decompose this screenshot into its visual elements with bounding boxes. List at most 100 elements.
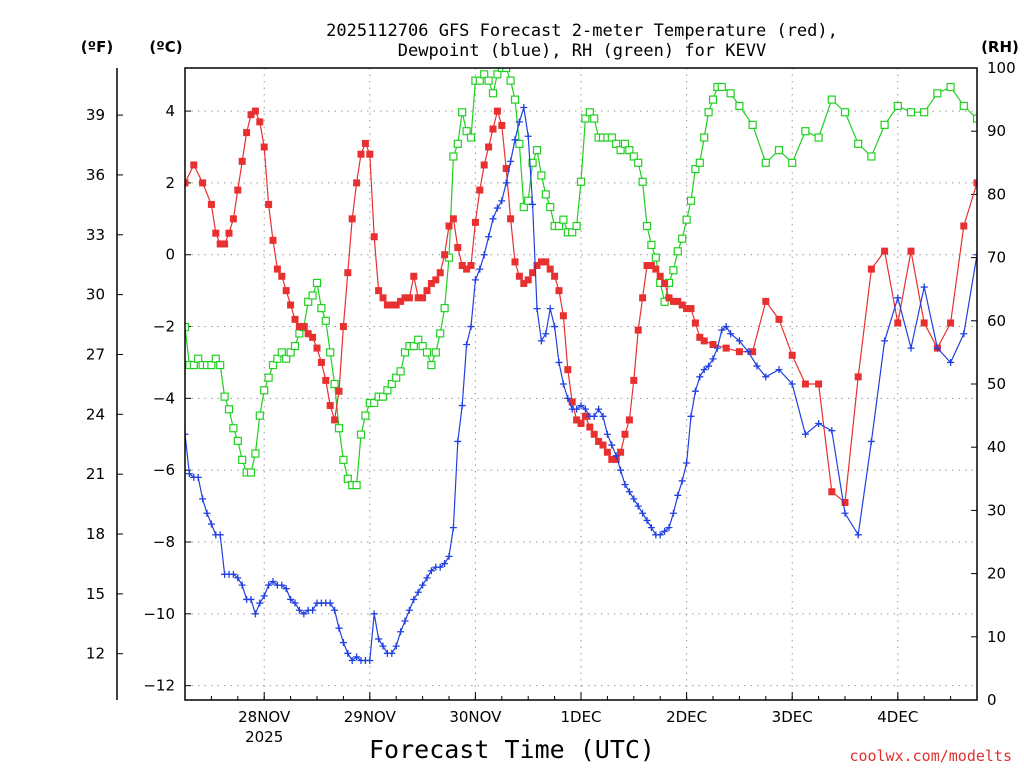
rh-marker (273, 354, 282, 363)
temperature-marker (212, 229, 220, 237)
dewpoint-marker (476, 265, 484, 273)
rh-marker (220, 392, 229, 401)
dewpoint-marker (458, 402, 466, 410)
dewpoint-marker (696, 373, 704, 381)
rh-marker (893, 101, 902, 111)
rh-marker (726, 89, 735, 98)
rh-marker (282, 354, 291, 363)
dewpoint-marker (344, 649, 352, 657)
temperature-marker (586, 423, 594, 431)
rh-marker (515, 139, 524, 148)
dewpoint-marker (388, 649, 396, 657)
rh-tick-label: 0 (987, 691, 997, 709)
fahrenheit-tick-label: 33 (86, 226, 105, 244)
temperature-marker (735, 348, 743, 356)
temperature-marker (287, 301, 295, 309)
rh-marker (418, 341, 427, 351)
dewpoint-marker (185, 430, 189, 438)
temperature-marker (621, 430, 629, 438)
temperature-marker (247, 111, 255, 119)
rh-tick-label: 70 (987, 249, 1006, 267)
dewpoint-marker (590, 412, 598, 420)
rh-marker (920, 108, 929, 117)
rh-marker (484, 76, 493, 85)
dewpoint-marker (379, 642, 387, 650)
temperature-marker (691, 319, 699, 327)
dewpoint-marker (683, 459, 691, 467)
rh-marker (607, 133, 616, 142)
rh-marker (308, 291, 317, 300)
temperature-marker (445, 222, 453, 230)
fahrenheit-tick-label: 15 (86, 585, 105, 603)
dewpoint-marker (621, 481, 629, 489)
rh-marker (356, 430, 366, 439)
rh-marker (537, 171, 546, 180)
rh-marker (264, 373, 273, 382)
dewpoint-marker (735, 337, 743, 345)
rh-marker (761, 158, 770, 167)
dewpoint-marker (287, 595, 295, 603)
temperature-marker (485, 143, 493, 151)
dewpoint-marker (449, 524, 457, 532)
rh-marker (400, 348, 410, 357)
rh-marker (590, 114, 599, 123)
dewpoint-marker (520, 104, 528, 111)
dewpoint-marker (617, 466, 625, 474)
rh-marker (691, 165, 700, 174)
rh-marker (774, 146, 784, 155)
rh-marker (880, 120, 889, 129)
rh-tick-label: 90 (987, 122, 1006, 140)
rh-marker (620, 139, 630, 148)
rh-marker (704, 108, 713, 117)
temperature-marker (366, 150, 374, 158)
dewpoint-marker (581, 405, 589, 413)
dewpoint-marker (933, 344, 941, 352)
temperature-marker (762, 297, 770, 305)
dewpoint-marker (573, 405, 581, 413)
rh-marker (634, 158, 643, 167)
rh-marker (414, 335, 423, 344)
temperature-marker (243, 129, 251, 137)
temperature-marker (269, 236, 277, 244)
dewpoint-marker (256, 599, 264, 607)
temperature-marker (405, 294, 413, 302)
dewpoint-marker (705, 362, 713, 370)
rh-marker (260, 386, 269, 395)
rh-marker (330, 379, 339, 389)
temperature-marker (265, 200, 273, 208)
temperature-marker (454, 244, 462, 252)
rh-marker (396, 367, 405, 376)
dewpoint-marker (353, 653, 361, 661)
rh-marker (427, 360, 436, 370)
rh-marker (946, 82, 955, 92)
temperature-marker (256, 118, 264, 126)
rh-marker (748, 120, 757, 129)
temperature-marker (639, 294, 647, 302)
celsius-tick-label: −6 (153, 461, 175, 479)
temperature-marker (388, 301, 396, 309)
rh-marker (378, 392, 388, 401)
temperature-marker (502, 165, 510, 173)
dewpoint-marker (498, 197, 506, 205)
x-tick-year: 2025 (245, 728, 283, 746)
dewpoint-marker (709, 355, 717, 363)
rh-tick-label: 30 (987, 501, 1006, 519)
temperature-marker (617, 448, 625, 456)
dewpoint-marker (485, 233, 493, 241)
dewpoint-marker (630, 495, 638, 503)
dewpoint-marker (533, 305, 541, 313)
chart-title-line1: 2025112706 GFS Forecast 2-meter Temperat… (326, 21, 838, 41)
temperature-marker (379, 294, 387, 302)
dewpoint-marker (331, 606, 339, 614)
rh-marker (361, 411, 370, 420)
temperature-marker (295, 323, 303, 331)
temperature-marker (260, 143, 268, 151)
temperature-marker (238, 157, 246, 165)
rh-marker (959, 101, 968, 111)
dewpoint-marker (375, 635, 383, 643)
fahrenheit-tick-label: 30 (86, 286, 105, 304)
rh-marker (559, 215, 568, 224)
dewpoint-marker (410, 595, 418, 603)
dewpoint-marker (207, 520, 215, 528)
rh-marker (686, 196, 696, 205)
